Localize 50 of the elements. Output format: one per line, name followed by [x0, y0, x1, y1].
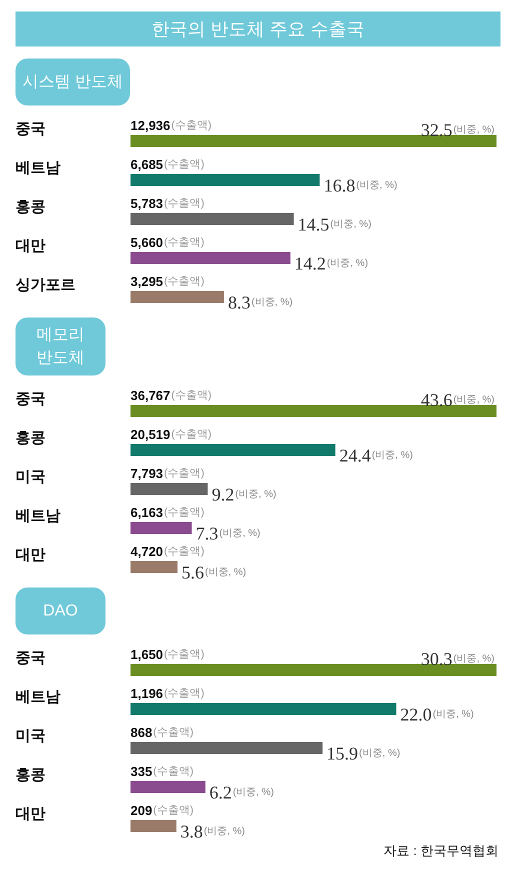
y-tick-label: 중국: [16, 650, 46, 666]
annotation: 6,163(수출액): [130, 505, 204, 520]
annotation: 7,793(수출액): [130, 466, 204, 481]
annotation: 335(수출액): [130, 764, 194, 779]
y-tick-label: 미국: [16, 728, 46, 744]
bar: [130, 213, 294, 225]
annotation: 5,660(수출액): [130, 235, 204, 250]
y-tick-label: 싱가포르: [16, 276, 76, 294]
chart-title: 한국의 반도체 주요 수출국: [152, 19, 365, 39]
annotation: 자료 : 한국무역협회: [384, 843, 499, 858]
bar: [130, 291, 224, 303]
annotation: 12,936(수출액): [130, 118, 212, 133]
bar: [130, 664, 496, 676]
y-tick-label: 베트남: [16, 508, 60, 524]
bar: [130, 252, 290, 264]
y-tick-label: 베트남: [16, 160, 60, 176]
annotation: 1,196(수출액): [130, 686, 204, 701]
annotation: 209(수출액): [130, 803, 194, 818]
bar: [130, 781, 206, 793]
bar: [130, 405, 496, 417]
y-tick-label: 대만: [16, 806, 46, 822]
bar: [130, 820, 176, 832]
bar: [130, 742, 323, 754]
annotation: 1,650(수출액): [130, 647, 204, 662]
y-tick-label: 중국: [16, 390, 46, 408]
bar: [130, 522, 192, 534]
bar: [130, 444, 336, 456]
annotation: 5,783(수출액): [130, 196, 204, 211]
chart-subtitle: 시스템 반도체: [22, 74, 123, 90]
annotation: 6,685(수출액): [130, 157, 204, 172]
bar: [130, 483, 208, 495]
annotation: 4,720(수출액): [130, 544, 204, 559]
bar: [130, 135, 496, 147]
y-tick-label: 대만: [16, 546, 46, 564]
y-tick-label: 대만: [16, 238, 46, 254]
chart-title: DAO: [43, 602, 78, 620]
annotation: 868(수출액): [130, 725, 194, 740]
bar: [130, 561, 178, 573]
y-tick-label: 미국: [16, 468, 46, 486]
annotation: 20,519(수출액): [130, 427, 212, 442]
bar: [130, 703, 396, 715]
chart-title: 메모리 반도체: [36, 326, 84, 366]
y-tick-label: 홍콩: [16, 198, 46, 216]
bar: [130, 174, 320, 186]
annotation: 36,767(수출액): [130, 388, 212, 403]
y-tick-label: 베트남: [16, 688, 60, 706]
y-tick-label: 홍콩: [16, 430, 46, 446]
y-tick-label: 홍콩: [16, 766, 46, 784]
annotation: 3,295(수출액): [130, 274, 204, 289]
y-tick-label: 중국: [16, 120, 46, 138]
